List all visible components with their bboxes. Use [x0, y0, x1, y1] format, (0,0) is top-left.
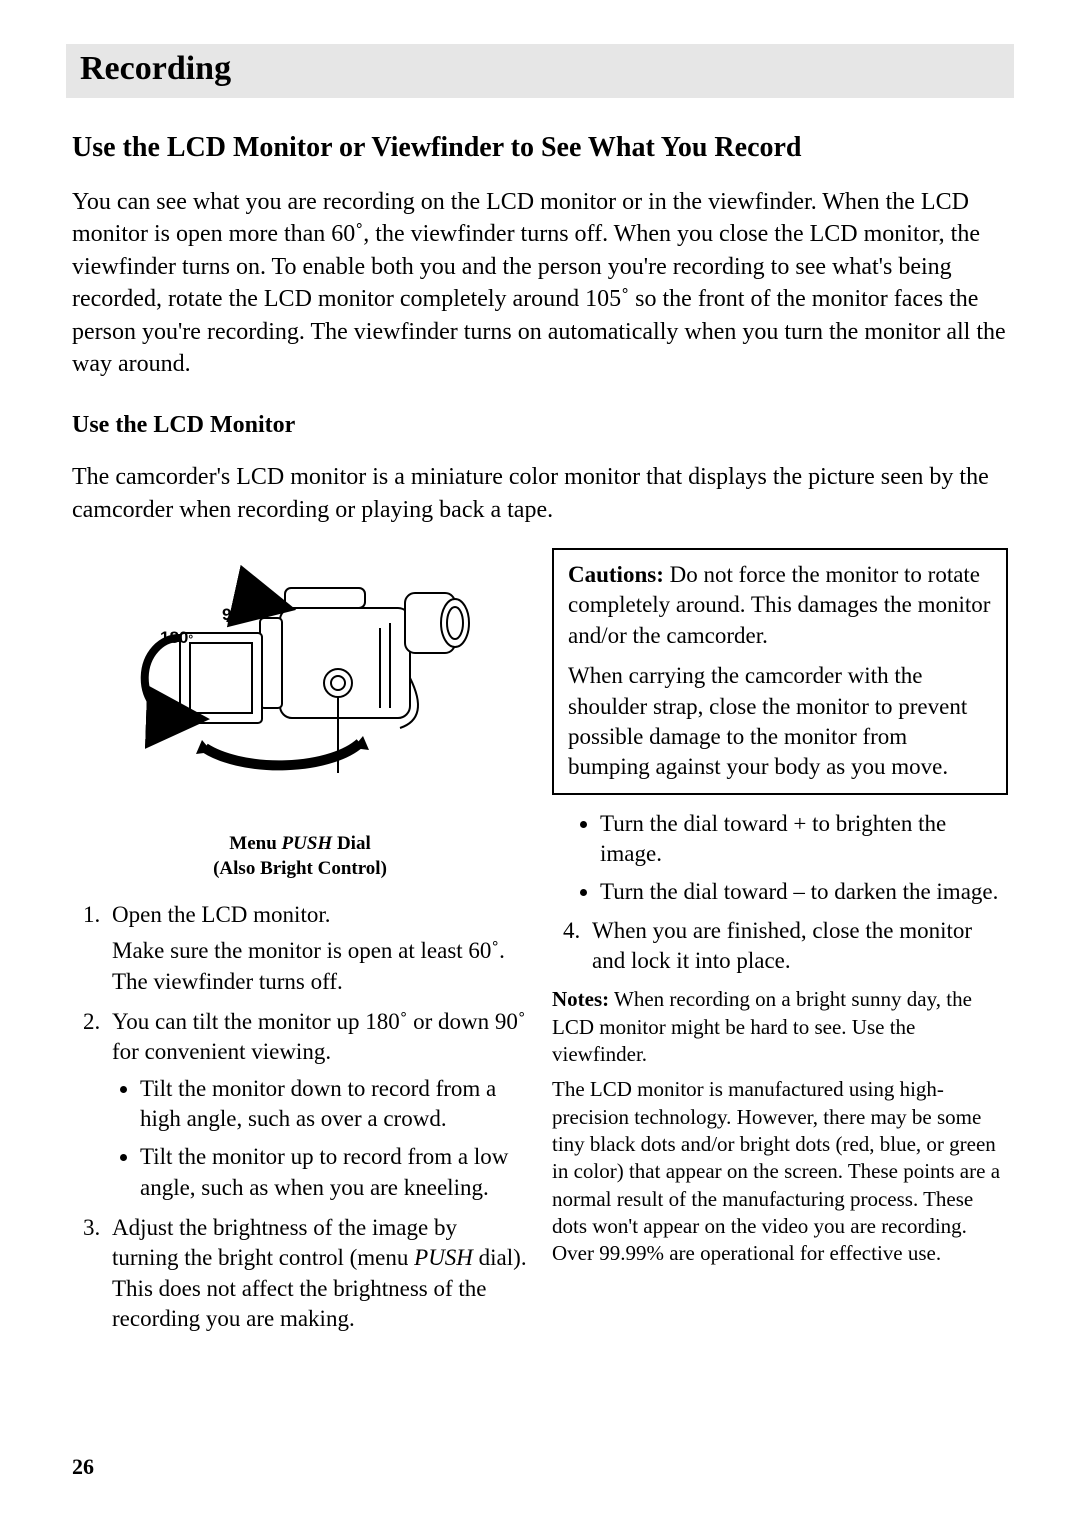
step-3-part-italic: PUSH	[414, 1245, 473, 1270]
section-title: Use the LCD Monitor or Viewfinder to See…	[72, 132, 1008, 164]
step-2-text: You can tilt the monitor up 180˚ or down…	[112, 1009, 526, 1064]
page-number: 26	[72, 1454, 94, 1480]
step-1-text: Open the LCD monitor.	[112, 902, 330, 927]
right-column: Cautions: Do not force the monitor to ro…	[552, 548, 1008, 1344]
steps-list-right: When you are finished, close the monitor…	[552, 916, 1008, 977]
notes-text-1: When recording on a bright sunny day, th…	[552, 987, 972, 1066]
notes-label: Notes:	[552, 987, 609, 1011]
notes-p1: Notes: When recording on a bright sunny …	[552, 986, 1008, 1068]
subsection-title: Use the LCD Monitor	[72, 412, 1008, 439]
step-3-part-a: Adjust the brightness of the image by tu…	[112, 1215, 457, 1270]
camcorder-figure: 180° 90° Menu PUSH Dial (Also Bright Con…	[72, 548, 528, 882]
header-title: Recording	[80, 50, 1000, 88]
header-bar: Recording	[66, 44, 1014, 98]
caption-part-italic: PUSH	[282, 833, 333, 854]
left-column: 180° 90° Menu PUSH Dial (Also Bright Con…	[72, 548, 528, 1344]
step-2-bullets: Tilt the monitor down to record from a h…	[112, 1074, 528, 1203]
step-2-bullet-2: Tilt the monitor up to record from a low…	[140, 1142, 528, 1203]
caption-part: Dial	[332, 833, 371, 854]
step-3: Adjust the brightness of the image by tu…	[106, 1213, 528, 1334]
step-1: Open the LCD monitor. Make sure the moni…	[106, 900, 528, 997]
caution-text-2: When carrying the camcorder with the sho…	[568, 661, 992, 782]
caution-p1: Cautions: Do not force the monitor to ro…	[568, 560, 992, 651]
step-2-bullet-1: Tilt the monitor down to record from a h…	[140, 1074, 528, 1135]
step-4: When you are finished, close the monitor…	[586, 916, 1008, 977]
brightness-bullet-1: Turn the dial toward + to brighten the i…	[600, 809, 1008, 870]
caution-label: Cautions:	[568, 562, 664, 587]
steps-list-left: Open the LCD monitor. Make sure the moni…	[72, 900, 528, 1335]
caption-part: Menu	[229, 833, 281, 854]
caution-box: Cautions: Do not force the monitor to ro…	[552, 548, 1008, 795]
camcorder-illustration-icon: 180° 90°	[130, 548, 470, 818]
subsection-intro: The camcorder's LCD monitor is a miniatu…	[72, 461, 1008, 526]
two-column-layout: 180° 90° Menu PUSH Dial (Also Bright Con…	[72, 548, 1008, 1344]
caption-line2: (Also Bright Control)	[213, 858, 387, 879]
step-2: You can tilt the monitor up 180˚ or down…	[106, 1007, 528, 1203]
notes-text-2: The LCD monitor is manufactured using hi…	[552, 1076, 1008, 1267]
svg-text:180°: 180°	[160, 628, 193, 647]
brightness-bullets: Turn the dial toward + to brighten the i…	[572, 809, 1008, 908]
notes-block: Notes: When recording on a bright sunny …	[552, 986, 1008, 1267]
page: Recording Use the LCD Monitor or Viewfin…	[0, 0, 1080, 1516]
intro-paragraph: You can see what you are recording on th…	[72, 186, 1008, 380]
brightness-bullet-2: Turn the dial toward – to darken the ima…	[600, 877, 1008, 907]
step-1-detail: Make sure the monitor is open at least 6…	[112, 936, 528, 997]
figure-caption: Menu PUSH Dial (Also Bright Control)	[72, 832, 528, 881]
